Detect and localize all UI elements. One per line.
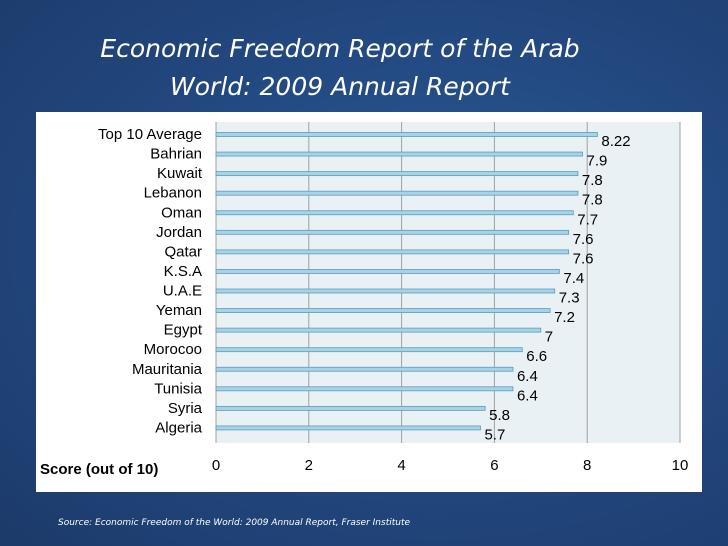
x-tick-label-8: 8: [583, 457, 591, 474]
data-label-tunisia: 6.4: [517, 387, 538, 404]
data-label-qatar: 7.6: [573, 250, 594, 267]
chart-panel: 0 2 4 6 8 10 Top 10 Average 8.22 Bahrian 7.9 Kuwai…: [36, 112, 702, 492]
x-tick-label-0: 0: [212, 457, 220, 474]
data-label-yeman: 7.2: [554, 309, 575, 326]
category-label-u-a-e: U.A.E: [163, 283, 202, 300]
data-label-morocoo: 6.6: [526, 348, 547, 365]
x-tick-label-10: 10: [672, 457, 689, 474]
x-tick-label-6: 6: [490, 457, 498, 474]
bar-algeria: [215, 425, 481, 431]
data-label-u-a-e: 7.3: [559, 290, 580, 307]
bar-jordan: [215, 229, 570, 235]
category-label-top-10-average: Top 10 Average: [98, 126, 202, 143]
data-label-syria: 5.8: [489, 407, 510, 424]
bar-yeman: [215, 308, 551, 313]
data-label-top-10-average: 8.22: [601, 133, 630, 150]
data-label-jordan: 7.6: [573, 231, 594, 248]
data-label-bahrian: 7.9: [587, 153, 608, 170]
bar-oman: [215, 210, 574, 216]
data-label-oman: 7.7: [577, 211, 598, 228]
category-label-yeman: Yeman: [156, 302, 202, 319]
slide-title-line-2: World: 2009 Annual Report: [170, 72, 510, 101]
bar-chart: 0 2 4 6 8 10 Top 10 Average 8.22 Bahrian 7.9 Kuwai…: [40, 122, 689, 478]
category-label-morocoo: Morocoo: [144, 341, 202, 358]
bar-lebanon: [215, 190, 579, 196]
plot-area: [216, 122, 680, 443]
data-label-egypt: 7: [545, 329, 553, 346]
bar-mauritania: [215, 366, 514, 372]
x-tick-label-2: 2: [305, 457, 313, 474]
bar-kuwait: [215, 171, 579, 177]
bar-k-s-a: [215, 269, 560, 274]
data-label-algeria: 5.7: [484, 426, 505, 443]
category-label-qatar: Qatar: [164, 243, 202, 260]
bar-top-10-average: [215, 132, 598, 137]
category-label-tunisia: Tunisia: [154, 380, 202, 397]
data-label-lebanon: 7.8: [582, 192, 603, 209]
bar-morocoo: [215, 347, 523, 353]
data-label-k-s-a: 7.4: [563, 270, 584, 287]
bar-syria: [215, 405, 486, 411]
bar-u-a-e: [215, 288, 556, 294]
data-label-mauritania: 6.4: [517, 368, 538, 385]
category-label-egypt: Egypt: [164, 322, 203, 339]
category-label-lebanon: Lebanon: [144, 185, 202, 202]
category-label-oman: Oman: [161, 204, 202, 221]
category-label-mauritania: Mauritania: [132, 361, 203, 378]
category-label-bahrian: Bahrian: [150, 146, 202, 163]
bar-tunisia: [215, 386, 514, 392]
bar-egypt: [215, 327, 542, 333]
x-axis-title: Score (out of 10): [40, 461, 158, 478]
x-tick-label-4: 4: [397, 457, 405, 474]
bar-bahrian: [215, 151, 583, 157]
bar-qatar: [215, 249, 570, 255]
category-label-k-s-a: K.S.A: [164, 263, 202, 280]
source-citation: Source: Economic Freedom of the World: 2…: [58, 518, 411, 528]
slide-title-line-1: Economic Freedom Report of the Arab: [100, 34, 580, 63]
category-label-jordan: Jordan: [156, 224, 202, 241]
category-label-kuwait: Kuwait: [157, 165, 203, 182]
category-label-algeria: Algeria: [155, 419, 202, 436]
data-label-kuwait: 7.8: [582, 172, 603, 189]
category-label-syria: Syria: [168, 400, 203, 417]
slide-title: Economic Freedom Report of the Arab Worl…: [40, 30, 640, 106]
